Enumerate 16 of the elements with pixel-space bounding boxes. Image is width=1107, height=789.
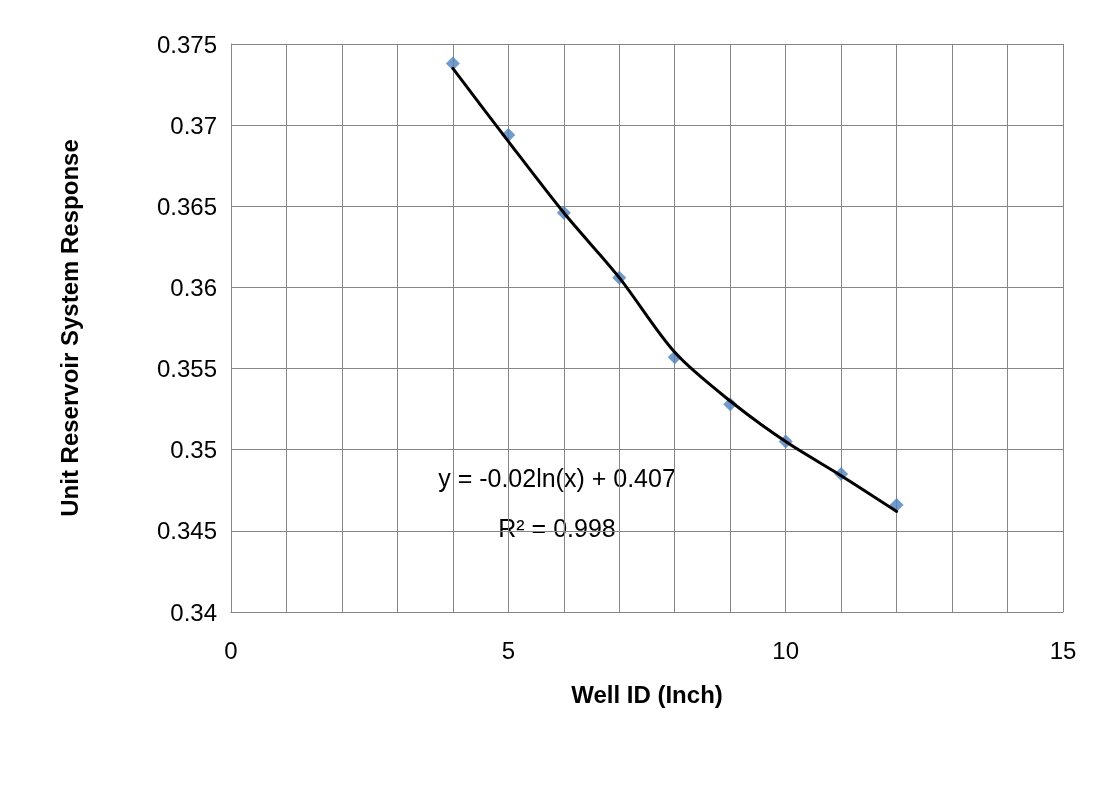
x-tick-label: 0 xyxy=(224,636,238,664)
x-axis-title: Well ID (Inch) xyxy=(571,680,723,708)
x-tick-label: 15 xyxy=(1049,636,1077,664)
y-tick-label: 0.37 xyxy=(170,111,217,139)
point xyxy=(445,56,460,71)
y-axis-title: Unit Reservoir System Response xyxy=(55,139,83,517)
x-tick-label: 10 xyxy=(772,636,800,664)
y-tick-label: 0.345 xyxy=(156,517,217,545)
y-tick-label: 0.36 xyxy=(170,273,217,301)
y-tick-label: 0.355 xyxy=(156,355,217,383)
y-tick-label: 0.375 xyxy=(156,30,217,58)
y-tick-label: 0.365 xyxy=(156,192,217,220)
y-tick-label: 0.35 xyxy=(170,436,217,464)
annotation: y = -0.02ln(x) + 0.407 xyxy=(438,463,676,492)
x-tick-label: 5 xyxy=(501,636,516,664)
y-tick-label: 0.34 xyxy=(170,598,217,626)
